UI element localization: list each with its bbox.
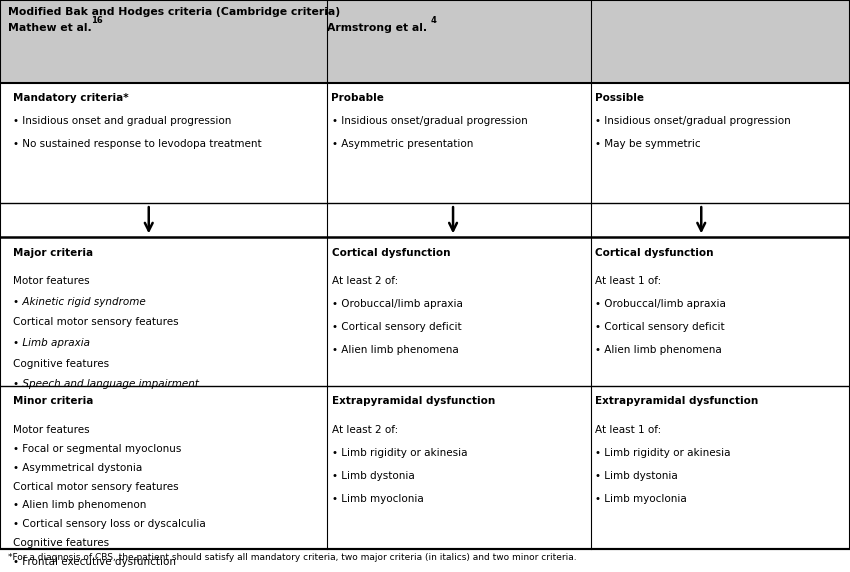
- Text: At least 1 of:: At least 1 of:: [595, 425, 661, 435]
- Text: • Alien limb phenomenon: • Alien limb phenomenon: [13, 500, 146, 510]
- Text: At least 2 of:: At least 2 of:: [332, 425, 398, 435]
- Text: • Limb dystonia: • Limb dystonia: [595, 471, 677, 480]
- Text: Modified Bak and Hodges criteria (Cambridge criteria): Modified Bak and Hodges criteria (Cambri…: [8, 7, 341, 17]
- Text: Cortical dysfunction: Cortical dysfunction: [595, 248, 713, 257]
- Text: Minor criteria: Minor criteria: [13, 396, 94, 406]
- Text: Cognitive features: Cognitive features: [13, 359, 109, 368]
- Text: Cortical motor sensory features: Cortical motor sensory features: [13, 317, 178, 327]
- Text: • Limb myoclonia: • Limb myoclonia: [595, 494, 687, 503]
- Text: Mathew et al.: Mathew et al.: [8, 23, 93, 33]
- Text: • Limb myoclonia: • Limb myoclonia: [332, 494, 423, 503]
- Text: Motor features: Motor features: [13, 425, 89, 435]
- Text: • Cortical sensory loss or dyscalculia: • Cortical sensory loss or dyscalculia: [13, 519, 206, 529]
- Text: Probable: Probable: [332, 93, 384, 103]
- Text: • Limb rigidity or akinesia: • Limb rigidity or akinesia: [595, 448, 730, 458]
- Text: Possible: Possible: [595, 93, 644, 103]
- Text: • Speech and language impairment: • Speech and language impairment: [13, 379, 199, 389]
- Text: • Akinetic rigid syndrome: • Akinetic rigid syndrome: [13, 297, 145, 307]
- Text: Armstrong et al.: Armstrong et al.: [327, 23, 428, 33]
- Text: Extrapyramidal dysfunction: Extrapyramidal dysfunction: [595, 396, 758, 406]
- Text: Motor features: Motor features: [13, 276, 89, 286]
- Text: • Asymmetric presentation: • Asymmetric presentation: [332, 139, 473, 149]
- Text: • Alien limb phenomena: • Alien limb phenomena: [595, 345, 722, 355]
- Text: Major criteria: Major criteria: [13, 248, 93, 257]
- Text: Cortical dysfunction: Cortical dysfunction: [332, 248, 450, 257]
- Text: • Limb rigidity or akinesia: • Limb rigidity or akinesia: [332, 448, 467, 458]
- Text: • Orobuccal/limb apraxia: • Orobuccal/limb apraxia: [332, 299, 462, 309]
- Text: 16: 16: [91, 16, 103, 25]
- Text: • Orobuccal/limb apraxia: • Orobuccal/limb apraxia: [595, 299, 726, 309]
- Text: • Cortical sensory deficit: • Cortical sensory deficit: [595, 322, 724, 332]
- Text: Extrapyramidal dysfunction: Extrapyramidal dysfunction: [332, 396, 495, 406]
- Text: • Insidious onset/gradual progression: • Insidious onset/gradual progression: [595, 116, 791, 126]
- Text: • Asymmetrical dystonia: • Asymmetrical dystonia: [13, 463, 142, 472]
- Text: • Alien limb phenomena: • Alien limb phenomena: [332, 345, 458, 355]
- Text: • Insidious onset and gradual progression: • Insidious onset and gradual progressio…: [13, 116, 231, 126]
- Text: 4: 4: [431, 16, 437, 25]
- Text: Mandatory criteria*: Mandatory criteria*: [13, 93, 128, 103]
- Text: Cognitive features: Cognitive features: [13, 538, 109, 548]
- Text: *For a diagnosis of CBS, the patient should satisfy all mandatory criteria, two : *For a diagnosis of CBS, the patient sho…: [8, 553, 577, 562]
- Text: Cortical motor sensory features: Cortical motor sensory features: [13, 482, 178, 491]
- Text: • Limb dystonia: • Limb dystonia: [332, 471, 414, 480]
- Text: • Frontal executive dysfunction: • Frontal executive dysfunction: [13, 557, 176, 567]
- Text: • May be symmetric: • May be symmetric: [595, 139, 700, 149]
- Text: • Focal or segmental myoclonus: • Focal or segmental myoclonus: [13, 444, 181, 454]
- Bar: [0, 0, 850, 83]
- Text: At least 1 of:: At least 1 of:: [595, 276, 661, 286]
- Text: • Insidious onset/gradual progression: • Insidious onset/gradual progression: [332, 116, 527, 126]
- Text: At least 2 of:: At least 2 of:: [332, 276, 398, 286]
- Text: • Cortical sensory deficit: • Cortical sensory deficit: [332, 322, 461, 332]
- Text: • Limb apraxia: • Limb apraxia: [13, 338, 90, 348]
- Text: • No sustained response to levodopa treatment: • No sustained response to levodopa trea…: [13, 139, 262, 149]
